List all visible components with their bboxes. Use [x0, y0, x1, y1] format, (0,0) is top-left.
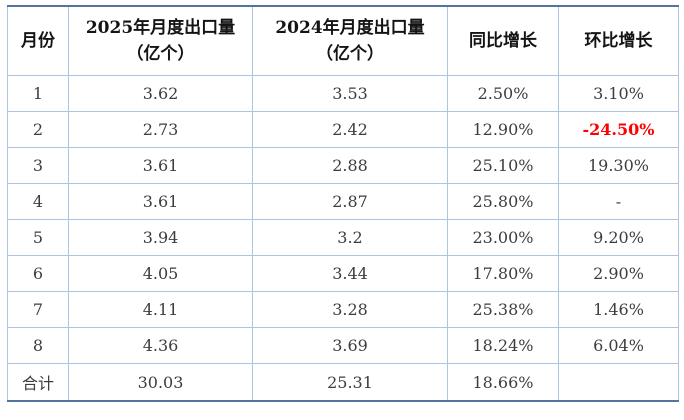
cell-mom-growth: 3.10%	[558, 75, 679, 112]
table-row: 1 3.62 3.53 2.50% 3.10%	[7, 75, 679, 112]
cell-yoy-growth: 12.90%	[447, 111, 559, 148]
table-row-total: 合计 30.03 25.31 18.66%	[7, 363, 679, 402]
cell-export-2024: 3.2	[252, 219, 448, 256]
cell-mom-growth-negative: -24.50%	[558, 111, 679, 148]
cell-yoy-growth: 23.00%	[447, 219, 559, 256]
col-header-yoy-growth: 同比增长	[447, 5, 559, 76]
header-label-line1: 2025年月度出口量	[85, 17, 236, 38]
cell-export-2024-total: 25.31	[252, 363, 448, 402]
header-row: 月份 2025年月度出口量 （亿个） 2024年月度出口量 （亿个） 同比增长 …	[7, 5, 679, 76]
col-header-export-2025: 2025年月度出口量 （亿个）	[68, 5, 253, 76]
cell-export-2024: 2.42	[252, 111, 448, 148]
cell-month: 4	[7, 183, 69, 220]
header-label: 同比增长	[469, 30, 537, 51]
cell-mom-growth: 1.46%	[558, 291, 679, 328]
cell-yoy-growth: 18.24%	[447, 327, 559, 364]
cell-export-2024: 3.69	[252, 327, 448, 364]
cell-export-2024: 3.28	[252, 291, 448, 328]
table-row: 8 4.36 3.69 18.24% 6.04%	[7, 327, 679, 364]
cell-export-2024: 3.53	[252, 75, 448, 112]
cell-month: 8	[7, 327, 69, 364]
export-volume-table: 月份 2025年月度出口量 （亿个） 2024年月度出口量 （亿个） 同比增长 …	[7, 5, 679, 402]
header-label-line1: 2024年月度出口量	[275, 17, 425, 38]
cell-month: 5	[7, 219, 69, 256]
cell-export-2025: 4.11	[68, 291, 253, 328]
cell-yoy-growth-total: 18.66%	[447, 363, 559, 402]
cell-export-2025-total: 30.03	[68, 363, 253, 402]
cell-mom-growth: 6.04%	[558, 327, 679, 364]
cell-export-2025: 3.61	[68, 147, 253, 184]
cell-month: 6	[7, 255, 69, 292]
cell-mom-growth: 9.20%	[558, 219, 679, 256]
cell-mom-growth: -	[558, 183, 679, 220]
table-row: 5 3.94 3.2 23.00% 9.20%	[7, 219, 679, 256]
header-label-line2: （亿个）	[316, 44, 384, 64]
cell-yoy-growth: 25.10%	[447, 147, 559, 184]
cell-export-2025: 4.05	[68, 255, 253, 292]
table-row: 4 3.61 2.87 25.80% -	[7, 183, 679, 220]
cell-month: 7	[7, 291, 69, 328]
cell-month: 1	[7, 75, 69, 112]
table-row: 2 2.73 2.42 12.90% -24.50%	[7, 111, 679, 148]
cell-export-2025: 3.61	[68, 183, 253, 220]
table-body: 1 3.62 3.53 2.50% 3.10% 2 2.73 2.42 12.9…	[7, 75, 679, 402]
cell-month: 3	[7, 147, 69, 184]
header-label-line2: （亿个）	[126, 44, 195, 64]
cell-export-2025: 4.36	[68, 327, 253, 364]
cell-export-2025: 3.62	[68, 75, 253, 112]
cell-month-total: 合计	[7, 363, 69, 402]
cell-yoy-growth: 25.38%	[447, 291, 559, 328]
table-row: 7 4.11 3.28 25.38% 1.46%	[7, 291, 679, 328]
cell-export-2024: 2.88	[252, 147, 448, 184]
header-label: 环比增长	[584, 30, 653, 51]
cell-yoy-growth: 17.80%	[447, 255, 559, 292]
col-header-month: 月份	[7, 5, 69, 76]
cell-mom-growth: 19.30%	[558, 147, 679, 184]
cell-yoy-growth: 25.80%	[447, 183, 559, 220]
cell-export-2025: 3.94	[68, 219, 253, 256]
table-row: 3 3.61 2.88 25.10% 19.30%	[7, 147, 679, 184]
cell-export-2025: 2.73	[68, 111, 253, 148]
cell-yoy-growth: 2.50%	[447, 75, 559, 112]
table-row: 6 4.05 3.44 17.80% 2.90%	[7, 255, 679, 292]
cell-export-2024: 3.44	[252, 255, 448, 292]
header-label: 月份	[21, 30, 55, 51]
cell-month: 2	[7, 111, 69, 148]
col-header-export-2024: 2024年月度出口量 （亿个）	[252, 5, 448, 76]
cell-mom-growth-total	[558, 363, 679, 402]
cell-mom-growth: 2.90%	[558, 255, 679, 292]
col-header-mom-growth: 环比增长	[558, 5, 679, 76]
cell-export-2024: 2.87	[252, 183, 448, 220]
table-header: 月份 2025年月度出口量 （亿个） 2024年月度出口量 （亿个） 同比增长 …	[7, 5, 679, 76]
